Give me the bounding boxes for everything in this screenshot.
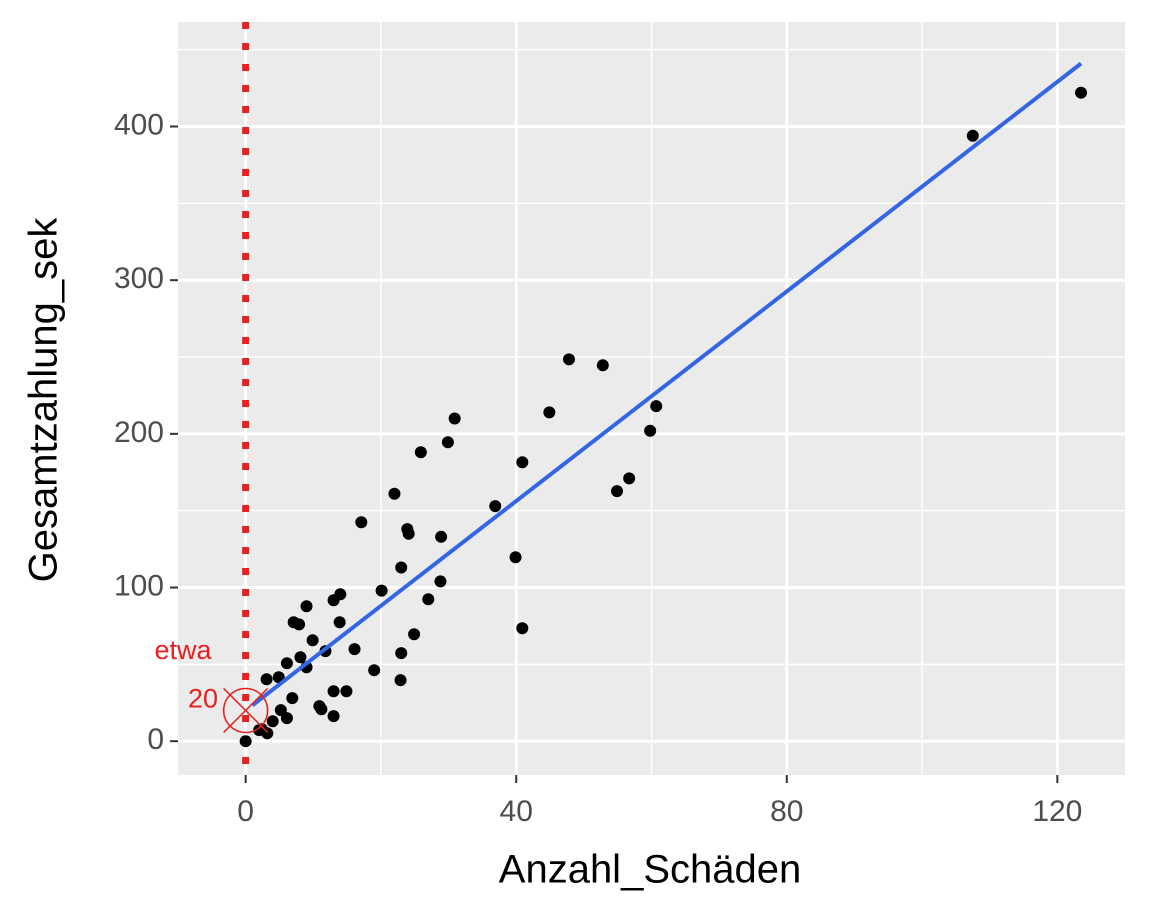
point [623,472,636,485]
point [300,600,313,613]
y-tick-label: 0 [147,723,164,756]
y-tick-label: 300 [114,262,164,295]
point [408,628,421,641]
point [966,129,979,142]
point [327,594,340,607]
regression-line [251,61,1083,707]
point [402,527,415,540]
point [355,516,368,529]
y-axis-title: Gesamtzahlung_sek [22,217,66,583]
x-tick-label: 40 [500,795,533,828]
point [489,500,502,513]
point [543,406,556,419]
point [327,710,340,723]
y-tick-label: 200 [114,416,164,449]
x-tick-label: 0 [237,795,254,828]
point [239,735,252,748]
point [1075,86,1088,99]
point [644,424,657,437]
point [562,353,575,366]
point [422,593,435,606]
point [448,412,461,425]
point [394,674,407,687]
point [280,657,293,670]
point [333,616,346,629]
point [293,618,306,631]
x-axis-title: Anzahl_Schäden [499,848,801,892]
point [340,685,353,698]
point [368,664,381,677]
point [516,622,529,635]
point [414,446,427,459]
point [435,530,448,543]
annotation-cross [223,687,269,733]
point [266,715,279,728]
point [441,436,454,449]
point [327,685,340,698]
annotation-text: etwa [154,635,212,665]
point [280,712,293,725]
point [434,575,447,588]
x-tick-label: 80 [770,795,803,828]
point [650,400,663,413]
point [509,551,522,564]
point [596,359,609,372]
point [611,485,624,498]
point [375,584,388,597]
y-tick-label: 100 [114,569,164,602]
point [348,643,361,656]
point [315,703,328,716]
point [260,673,273,686]
annotation-value: 20 [188,684,218,714]
point [516,456,529,469]
x-tick-label: 120 [1032,795,1082,828]
point [388,487,401,500]
point [286,692,299,705]
point [395,647,408,660]
point [395,561,408,574]
annotation-circle [222,687,269,734]
point [306,634,319,647]
y-tick-label: 400 [114,108,164,141]
point [294,651,307,664]
